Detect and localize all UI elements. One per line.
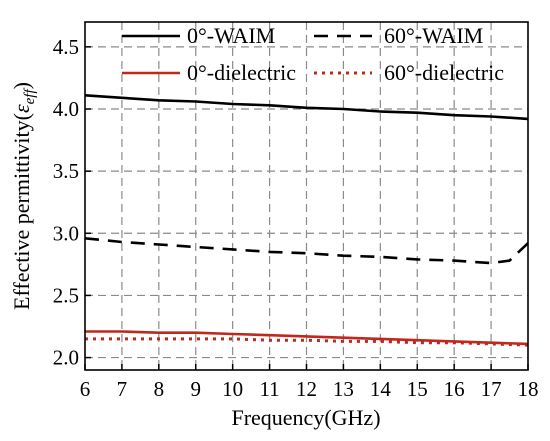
y-axis-title-subscript: eff <box>22 88 38 105</box>
x-tick-label: 12 <box>296 377 317 401</box>
x-tick-label: 6 <box>80 377 91 401</box>
series-layer <box>84 94 529 347</box>
legend-label-3: 60°-dielectric <box>384 60 504 85</box>
legend-label-0: 0°-WAIM <box>187 23 275 48</box>
y-tick-label: 2.0 <box>53 346 79 370</box>
y-tick-label: 4.0 <box>53 97 79 121</box>
y-axis-title: Effective permittivity(εeff) <box>9 82 38 310</box>
series-line-0 <box>84 94 529 121</box>
ticks: 6 7 8 9 10 11 12 13 14 15 16 17 18 2.0 2.5 3.0 3.5 4.0 4.5 <box>53 35 539 401</box>
y-axis-title-suffix: ) <box>9 82 34 89</box>
x-axis-title: Frequency(GHz) <box>231 405 380 430</box>
x-tick-label: 8 <box>154 377 165 401</box>
x-tick-label: 13 <box>333 377 354 401</box>
x-tick-label: 9 <box>191 377 202 401</box>
legend: 0°-WAIM 60°-WAIM 0°-dielectric 60°-dielectr… <box>122 23 504 85</box>
y-axis-title-symbol: ε <box>9 104 34 113</box>
x-tick-label: 10 <box>222 377 243 401</box>
y-axis-title-prefix: Effective permittivity( <box>9 113 34 310</box>
x-tick-label: 18 <box>518 377 539 401</box>
x-tick-label: 7 <box>117 377 128 401</box>
y-tick-label: 4.5 <box>53 35 79 59</box>
grid <box>85 22 528 370</box>
x-tick-label: 17 <box>481 377 502 401</box>
legend-label-1: 60°-WAIM <box>384 23 483 48</box>
x-tick-label: 15 <box>407 377 428 401</box>
x-tick-label: 16 <box>444 377 465 401</box>
x-tick-label: 11 <box>259 377 279 401</box>
y-tick-label: 3.0 <box>53 221 79 245</box>
legend-label-2: 0°-dielectric <box>187 60 296 85</box>
y-tick-label: 3.5 <box>53 159 79 183</box>
series-line-3 <box>85 337 529 347</box>
series-line-1 <box>84 237 529 265</box>
x-tick-label: 14 <box>370 377 392 401</box>
y-tick-label: 2.5 <box>53 283 79 307</box>
